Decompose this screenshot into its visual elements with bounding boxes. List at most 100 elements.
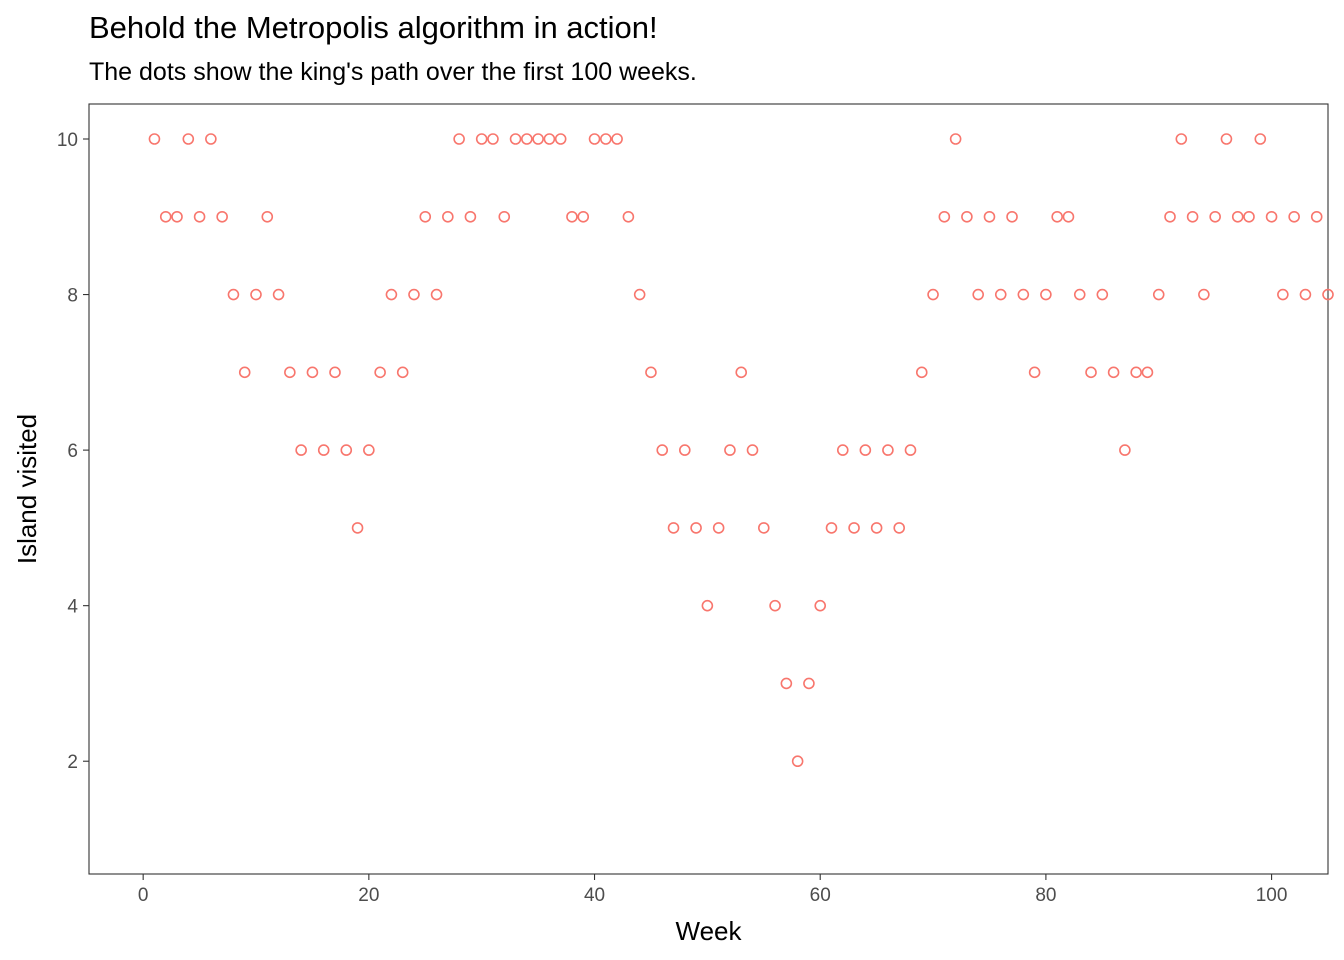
x-tick-label: 80	[1035, 885, 1056, 906]
data-point	[171, 210, 183, 223]
data-point	[667, 522, 680, 534]
data-point	[859, 444, 872, 456]
data-point	[645, 366, 657, 379]
data-point	[1231, 210, 1244, 223]
data-point	[182, 133, 195, 145]
data-point	[848, 522, 860, 534]
data-point	[159, 210, 172, 223]
data-point	[1198, 288, 1210, 301]
data-point	[633, 288, 646, 301]
data-point	[1051, 210, 1063, 223]
data-point	[961, 210, 973, 223]
data-point	[904, 444, 917, 456]
data-point	[216, 210, 228, 223]
data-point	[1017, 288, 1030, 301]
data-point	[1085, 366, 1097, 379]
data-point	[238, 366, 251, 379]
y-tick-label: 6	[67, 441, 78, 462]
data-points	[148, 133, 1334, 768]
plot-panel	[88, 103, 1329, 875]
data-point	[600, 133, 612, 145]
data-point	[1299, 288, 1312, 301]
data-point	[1277, 288, 1289, 301]
y-axis-title: Island visited	[12, 414, 42, 564]
data-point	[554, 133, 567, 145]
data-point	[690, 522, 702, 534]
data-point	[1062, 210, 1075, 223]
x-tick-label: 20	[358, 885, 379, 906]
data-point	[1186, 210, 1199, 223]
data-point	[193, 210, 206, 223]
data-point	[814, 599, 827, 612]
data-point	[983, 210, 996, 223]
data-point	[757, 522, 770, 534]
data-point	[306, 366, 319, 379]
data-point	[825, 522, 838, 534]
data-point	[205, 133, 217, 145]
data-point	[622, 210, 635, 223]
data-point	[453, 133, 465, 145]
data-point	[701, 599, 714, 612]
data-point	[374, 366, 386, 379]
data-point	[1288, 210, 1300, 223]
data-point	[442, 210, 454, 223]
data-point	[340, 444, 353, 456]
data-point	[1006, 210, 1018, 223]
data-point	[735, 366, 748, 379]
data-point	[915, 366, 928, 379]
y-tick-label: 4	[67, 597, 78, 618]
data-point	[498, 210, 511, 223]
data-point	[679, 444, 691, 456]
data-point	[487, 133, 499, 145]
x-tick-label: 60	[810, 885, 831, 906]
data-point	[1243, 210, 1255, 223]
data-point	[724, 444, 736, 456]
data-point	[927, 288, 939, 301]
data-point	[769, 599, 781, 612]
x-tick-label: 0	[138, 885, 149, 906]
x-tick-label: 40	[584, 885, 605, 906]
data-point	[882, 444, 894, 456]
data-point	[1130, 366, 1142, 379]
y-tick-label: 8	[67, 286, 78, 307]
data-point	[1322, 288, 1334, 301]
data-point	[363, 444, 375, 456]
data-point	[351, 522, 364, 534]
data-point	[419, 210, 432, 223]
data-point	[521, 133, 533, 145]
data-point	[712, 522, 725, 534]
data-point	[611, 133, 623, 145]
data-point	[464, 210, 477, 223]
y-tick-label: 10	[57, 130, 78, 151]
data-point	[261, 210, 274, 223]
data-point	[1254, 133, 1267, 145]
data-point	[227, 288, 240, 301]
data-point	[1265, 210, 1278, 223]
data-point	[1175, 133, 1188, 145]
data-point	[396, 366, 409, 379]
data-point	[250, 288, 262, 301]
data-point	[949, 133, 962, 145]
data-point	[791, 755, 804, 768]
data-point	[284, 366, 296, 379]
data-point	[803, 677, 815, 690]
chart-title: Behold the Metropolis algorithm in actio…	[89, 10, 658, 45]
x-axis-title: Week	[676, 916, 743, 946]
data-point	[1096, 288, 1109, 301]
data-point	[780, 677, 793, 690]
data-point	[1028, 366, 1041, 379]
data-point	[746, 444, 759, 456]
data-point	[566, 210, 578, 223]
y-tick-label: 2	[67, 752, 78, 773]
data-point	[836, 444, 849, 456]
data-point	[577, 210, 590, 223]
data-point	[1107, 366, 1120, 379]
data-point	[385, 288, 398, 301]
data-point	[588, 133, 601, 145]
data-point	[1040, 288, 1052, 301]
data-point	[430, 288, 443, 301]
data-point	[972, 288, 984, 301]
data-point	[543, 133, 556, 145]
data-point	[329, 366, 341, 379]
